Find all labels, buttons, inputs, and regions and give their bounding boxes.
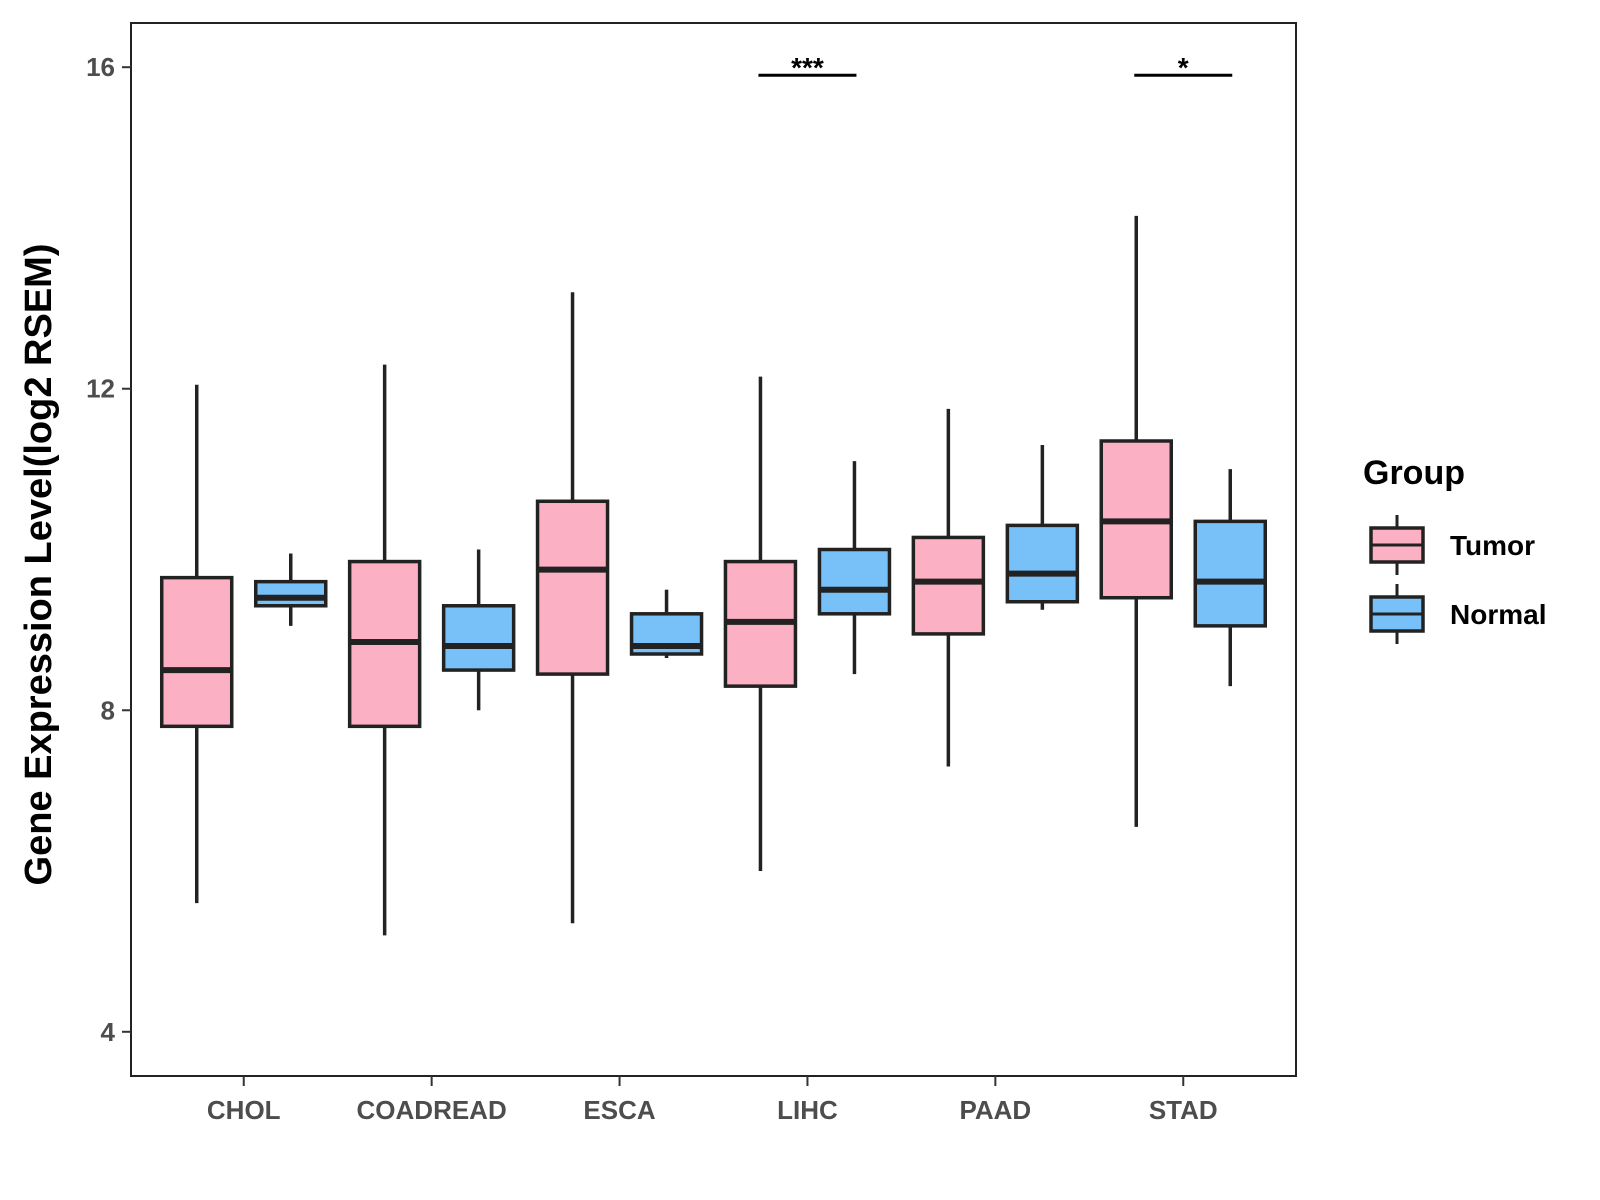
box-normal-coadread — [441, 549, 516, 711]
box-body — [911, 535, 986, 636]
y-tick-label: 8 — [101, 695, 115, 725]
box-body — [535, 499, 610, 676]
box-normal-paad — [1005, 445, 1080, 610]
axes: 4 8 12 16 CHOL COADREAD ESCA LIHC PAAD STAD Gene E… — [18, 52, 1218, 1125]
box-normal-stad — [1193, 469, 1268, 687]
box-normal-esca — [629, 589, 704, 659]
legend-title: Group — [1363, 454, 1465, 492]
box-normal-lihc — [817, 461, 892, 675]
box-body — [817, 547, 892, 616]
boxes — [159, 215, 1268, 936]
legend: Group Tumor Normal — [1363, 454, 1546, 644]
legend-key-tumor — [1369, 515, 1425, 575]
significance-label-lihc: *** — [791, 52, 824, 83]
legend-label-tumor: Tumor — [1450, 530, 1535, 561]
legend-key-normal — [1369, 584, 1425, 644]
x-tick-label-esca: ESCA — [583, 1095, 655, 1125]
box-tumor-coadread — [347, 364, 422, 936]
box-tumor-chol — [159, 384, 234, 904]
legend-label-normal: Normal — [1450, 599, 1546, 630]
y-axis-title: Gene Expression Level(log2 RSEM) — [18, 244, 60, 886]
significance-label-stad: * — [1178, 52, 1189, 83]
x-tick-label-coadread: COADREAD — [357, 1095, 507, 1125]
box-normal-chol — [253, 553, 328, 626]
box-body — [159, 575, 234, 729]
box-body — [253, 579, 328, 608]
x-tick-label-paad: PAAD — [959, 1095, 1031, 1125]
box-body — [441, 604, 516, 672]
y-tick-label: 4 — [101, 1017, 116, 1047]
box-body — [1193, 519, 1268, 628]
y-tick-label: 16 — [86, 52, 115, 82]
box-body — [1005, 523, 1080, 604]
x-tick-label-stad: STAD — [1149, 1095, 1218, 1125]
box-tumor-stad — [1099, 215, 1174, 827]
box-tumor-lihc — [723, 376, 798, 872]
box-tumor-esca — [535, 292, 610, 924]
box-tumor-paad — [911, 408, 986, 767]
x-tick-label-lihc: LIHC — [777, 1095, 838, 1125]
significance-annotations: *** * — [758, 52, 1233, 83]
y-tick-label: 12 — [86, 374, 115, 404]
x-tick-label-chol: CHOL — [207, 1095, 281, 1125]
